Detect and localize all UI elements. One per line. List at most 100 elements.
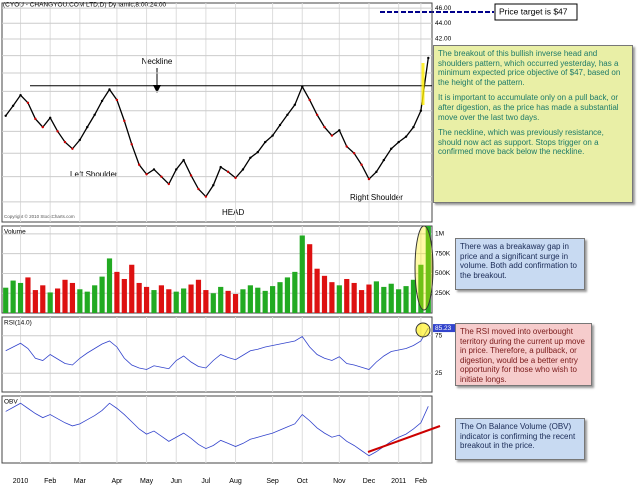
price-point [197,187,200,191]
bar [262,290,268,313]
note-text: The breakout of this bullish inverse hea… [438,49,621,87]
x-tick-label: Aug [229,478,242,485]
bar [329,282,335,313]
bar [99,276,105,313]
price-point [26,101,30,105]
price-point [48,116,52,120]
price-point [323,125,326,129]
bar [314,268,320,313]
bar [403,286,409,313]
price-point [86,125,89,129]
note: The On Balance Volume (OBV) indicator is… [455,418,585,460]
price-point [175,168,178,171]
annotation: Left Shoulder [70,170,118,179]
bar [366,284,372,313]
price-point [375,170,378,174]
panel-frame [1,395,433,464]
price-point [108,88,111,91]
note-text: The neckline, which was previously resis… [438,128,604,157]
price-point [219,165,222,169]
price-point [271,134,274,137]
bar [358,290,365,313]
bar [173,291,179,313]
price-point [293,103,297,107]
y-tick-label: 1M [435,231,444,238]
copyright: Copyright © 2010 StockCharts.com [4,213,75,219]
price-point [315,113,319,116]
x-tick-label: Mar [74,478,87,485]
bar [396,289,402,313]
price-point [204,195,208,198]
note: The breakout of this bullish inverse hea… [433,45,633,203]
y-tick-label: 500K [435,270,451,277]
bars [3,226,431,313]
price-point [152,168,156,171]
price-point [100,99,104,103]
price-point [367,177,371,181]
price-point [338,129,341,132]
price-point [189,174,193,177]
price-point [308,98,311,102]
bar [84,291,90,313]
price-point [382,158,386,162]
bar [77,289,83,313]
bar [106,258,113,313]
bar [25,277,31,313]
price-point [278,123,282,127]
bar [181,288,187,313]
price-point [419,109,423,112]
price-point [427,56,430,60]
bar [143,286,150,313]
panel-title: Volume [4,229,26,236]
y-tick-label: 75 [435,332,443,339]
price-point [137,163,141,166]
x-tick-label: Oct [297,478,308,485]
price-point [234,176,237,180]
price-point [263,140,267,144]
bar [232,294,239,313]
panel-title: OBV [4,399,18,406]
price-point [345,145,348,148]
price-point [160,175,163,178]
price-point [412,125,415,129]
price-point [249,156,252,160]
bar [292,271,298,313]
legend-label: Price target is $47 [499,6,568,16]
value-label: 85.23 [435,325,452,332]
bar [129,264,135,313]
bar [425,226,431,313]
panel-title: RSI(14.0) [4,320,32,327]
bar [40,285,46,313]
bar [92,285,98,313]
bar [307,244,313,313]
bar [203,290,209,313]
y-tick-label: 44.00 [435,20,452,27]
price-point [130,143,133,146]
bar [410,279,417,313]
price-point [56,130,59,133]
arrow-head [153,85,161,93]
panel-frame [1,225,433,314]
neckline-label: Neckline [142,57,173,66]
price-point [360,163,363,166]
note-text: It is important to accumulate only on a … [438,93,619,122]
price-point [241,168,245,171]
bar [10,280,16,313]
panel-frame [1,316,433,393]
price-point [71,147,74,150]
line [5,402,429,457]
annotation: HEAD [222,208,244,217]
price-point [41,125,44,129]
bar [55,288,61,313]
x-tick-label: Nov [333,478,346,485]
note: The RSI moved into overbought territory … [455,323,592,386]
bar [47,292,53,313]
value-box [433,324,459,333]
legend-box [494,3,578,21]
bar [210,293,216,313]
bar [121,278,127,313]
price-point [352,152,356,155]
bar [158,285,164,313]
bar [418,264,424,313]
